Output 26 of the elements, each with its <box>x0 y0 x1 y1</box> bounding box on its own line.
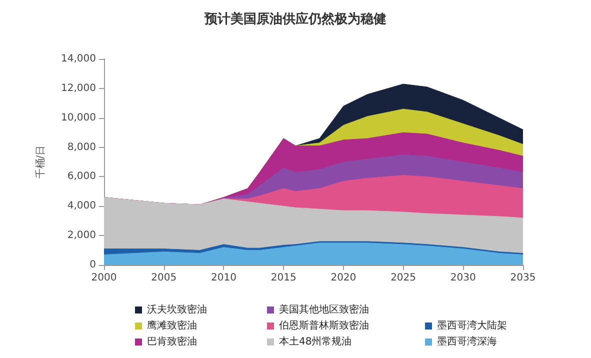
legend-label: 伯恩斯普林斯致密油 <box>279 320 369 332</box>
x-tick-label: 2020 <box>330 272 356 284</box>
y-tick-label: 10,000 <box>61 112 96 124</box>
y-tick-label: 14,000 <box>61 54 96 64</box>
legend-label: 沃夫坎致密油 <box>147 304 207 316</box>
x-tick-label: 2035 <box>510 272 536 284</box>
x-tick-label: 2005 <box>151 272 177 284</box>
legend-label: 鹰滩致密油 <box>147 320 197 332</box>
x-tick-label: 2030 <box>450 272 476 284</box>
y-axis-title: 千桶/日 <box>34 145 46 179</box>
x-tick-label: 2025 <box>390 272 416 284</box>
chart-title: 预计美国原油供应仍然极为稳健 <box>204 11 386 27</box>
legend-label: 墨西哥湾深海 <box>437 336 497 348</box>
y-tick-label: 12,000 <box>61 82 96 94</box>
y-tick-label: 4,000 <box>67 200 96 212</box>
y-tick-label: 0 <box>90 260 96 270</box>
x-tick-label: 2000 <box>91 272 117 284</box>
legend-label: 本土48州常规油 <box>279 336 352 348</box>
x-tick-label: 2015 <box>270 272 296 284</box>
y-tick-label: 8,000 <box>67 142 96 153</box>
x-tick-label: 2010 <box>210 272 236 284</box>
y-tick-label: 2,000 <box>67 230 96 242</box>
legend-label: 巴肯致密油 <box>147 336 197 348</box>
legend-label: 美国其他地区致密油 <box>279 304 369 316</box>
legend-label: 墨西哥湾大陆架 <box>437 320 507 332</box>
y-tick-label: 6,000 <box>67 171 96 182</box>
